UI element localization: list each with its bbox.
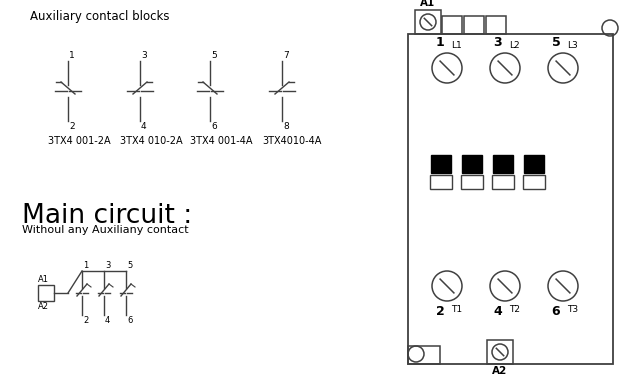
Text: L3: L3 (567, 41, 578, 50)
Bar (464, 16, 484, 34)
Text: 2: 2 (83, 316, 88, 325)
Text: 8: 8 (283, 122, 288, 131)
Text: 3TX4 001-2A: 3TX4 001-2A (48, 136, 111, 146)
Text: 6: 6 (127, 316, 133, 325)
Bar (524, 155, 544, 173)
Bar (408, 346, 440, 364)
Bar (430, 175, 452, 189)
Text: Auxiliary contacl blocks: Auxiliary contacl blocks (30, 10, 169, 23)
Text: 2: 2 (436, 305, 444, 318)
Bar (408, 34, 613, 364)
Text: 1: 1 (436, 36, 444, 49)
Text: 5: 5 (552, 36, 560, 49)
Text: 5: 5 (127, 261, 132, 270)
Text: 3TX4010-4A: 3TX4010-4A (262, 136, 321, 146)
Text: A1: A1 (38, 275, 49, 284)
Text: L1: L1 (451, 41, 462, 50)
Text: 1: 1 (83, 261, 88, 270)
Text: 7: 7 (283, 51, 288, 60)
Text: 3: 3 (141, 51, 147, 60)
Bar (461, 175, 483, 189)
Bar (492, 175, 514, 189)
Text: 6: 6 (211, 122, 217, 131)
Bar (442, 16, 462, 34)
Text: 4: 4 (141, 122, 147, 131)
Text: 3TX4 001-4A: 3TX4 001-4A (190, 136, 253, 146)
Bar (493, 155, 513, 173)
Bar (431, 155, 451, 173)
Bar (486, 16, 506, 34)
Text: A2: A2 (38, 302, 49, 311)
Bar (38, 285, 54, 301)
Text: 1: 1 (69, 51, 75, 60)
Bar (462, 155, 482, 173)
Text: T1: T1 (451, 305, 462, 314)
Text: 4: 4 (494, 305, 503, 318)
Text: 5: 5 (211, 51, 217, 60)
Text: 2: 2 (69, 122, 74, 131)
Text: L2: L2 (509, 41, 520, 50)
Text: 3: 3 (494, 36, 503, 49)
Text: T3: T3 (567, 305, 578, 314)
Text: Withoul any Auxiliany contact: Withoul any Auxiliany contact (22, 225, 188, 235)
Text: 3: 3 (105, 261, 110, 270)
Bar (487, 340, 513, 364)
Text: A1: A1 (420, 0, 436, 8)
Text: 3TX4 010-2A: 3TX4 010-2A (120, 136, 183, 146)
Text: T2: T2 (509, 305, 520, 314)
Bar (523, 175, 545, 189)
Text: 4: 4 (105, 316, 110, 325)
Bar (415, 10, 441, 34)
Text: Main circuit :: Main circuit : (22, 203, 192, 229)
Text: 6: 6 (552, 305, 560, 318)
Text: A2: A2 (492, 366, 508, 376)
